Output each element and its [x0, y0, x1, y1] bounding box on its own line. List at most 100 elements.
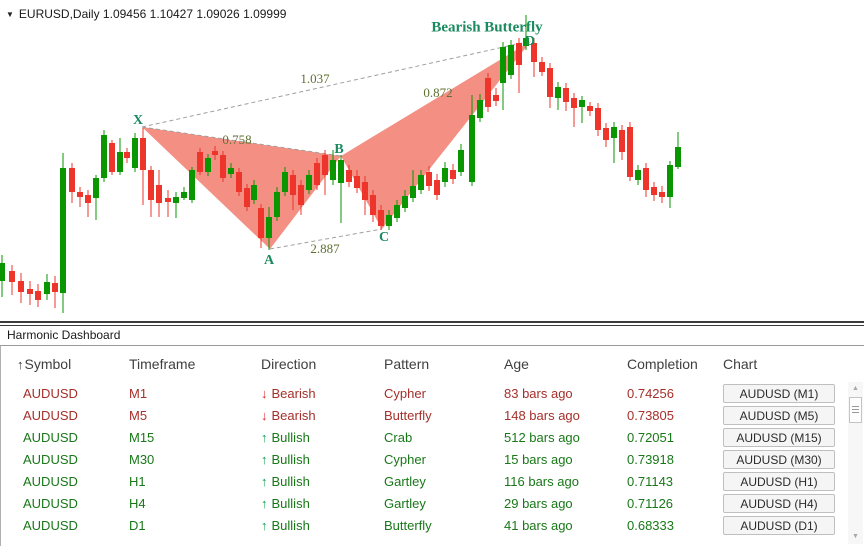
- candle-body: [85, 195, 91, 203]
- cell-timeframe: M5: [129, 407, 148, 423]
- candle-body: [346, 170, 352, 182]
- candle-body: [500, 47, 506, 83]
- candle-body: [547, 68, 553, 97]
- open-chart-button[interactable]: AUDUSD (M1): [723, 383, 835, 403]
- candle-body: [52, 283, 58, 292]
- candle-body: [148, 170, 154, 200]
- candle-body: [643, 168, 649, 190]
- cell-chart: AUDUSD (H4): [723, 493, 864, 513]
- open-chart-button[interactable]: AUDUSD (M30): [723, 449, 835, 469]
- candle-body: [563, 88, 569, 102]
- cell-age: 83 bars ago: [504, 385, 573, 401]
- candle-body: [27, 289, 33, 294]
- candle-body: [394, 205, 400, 218]
- candle-body: [485, 78, 491, 107]
- candle-body: [140, 138, 146, 170]
- sort-ascending-icon: ↑: [17, 356, 24, 372]
- candle-body: [109, 143, 115, 172]
- candle-body: [117, 152, 123, 172]
- candle-body: [595, 108, 601, 130]
- column-header-age[interactable]: Age: [504, 356, 529, 372]
- candle-body: [205, 158, 211, 172]
- open-chart-button[interactable]: AUDUSD (M5): [723, 405, 835, 425]
- vertical-scrollbar[interactable]: ▲ ▼: [848, 382, 863, 544]
- cell-direction: ↑ Bullish: [261, 451, 310, 467]
- candle-body: [101, 135, 107, 178]
- candle-body: [228, 168, 234, 174]
- cell-completion: 0.74256: [627, 385, 674, 401]
- cell-completion: 0.71143: [627, 473, 674, 489]
- candle-body: [69, 168, 75, 192]
- cell-pattern: Cypher: [384, 451, 426, 467]
- open-chart-button[interactable]: AUDUSD (H4): [723, 493, 835, 513]
- candle-body: [362, 182, 368, 200]
- scroll-up-icon[interactable]: ▲: [852, 385, 859, 392]
- column-header-direction[interactable]: Direction: [261, 356, 317, 372]
- pattern-dashed-line: [141, 40, 532, 128]
- candle-body: [197, 152, 203, 172]
- candle-body: [93, 178, 99, 198]
- candle-body: [619, 130, 625, 152]
- candle-body: [516, 43, 522, 65]
- symbol-dropdown-icon[interactable]: ▼: [6, 9, 14, 19]
- arrow-up-icon: ↑: [261, 473, 268, 489]
- candle-body: [282, 172, 288, 192]
- table-row: AUDUSD M5 ↓ Bearish Butterfly 148 bars ago 0.7…: [1, 404, 864, 426]
- candle-body: [298, 185, 304, 205]
- candle-body: [477, 100, 483, 118]
- table-row: AUDUSD M30 ↑ Bullish Cypher 15 bars ago 0.7391…: [1, 448, 864, 470]
- column-header-timeframe[interactable]: Timeframe: [129, 356, 196, 372]
- cell-pattern: Butterfly: [384, 407, 432, 423]
- cell-pattern: Gartley: [384, 473, 426, 489]
- candle-body: [266, 217, 272, 238]
- cell-timeframe: M1: [129, 385, 148, 401]
- candle-body: [251, 185, 257, 200]
- column-header-completion[interactable]: Completion: [627, 356, 698, 372]
- chart-title-text: EURUSD,Daily 1.09456 1.10427 1.09026 1.0…: [18, 7, 287, 21]
- candle-body: [60, 168, 66, 293]
- candle-body: [132, 138, 138, 168]
- arrow-up-icon: ↑: [261, 495, 268, 511]
- candle-body: [306, 175, 312, 190]
- column-header-chart[interactable]: Chart: [723, 356, 758, 372]
- cell-completion: 0.72051: [627, 429, 674, 445]
- column-header-pattern[interactable]: Pattern: [384, 356, 430, 372]
- open-chart-button[interactable]: AUDUSD (M15): [723, 427, 835, 447]
- candle-body: [181, 192, 187, 198]
- candle-body: [0, 263, 5, 281]
- candle-body: [386, 215, 392, 226]
- candle-body: [212, 151, 218, 155]
- candle-body: [44, 282, 50, 294]
- cell-completion: 0.73918: [627, 451, 674, 467]
- candle-body: [469, 115, 475, 182]
- arrow-up-icon: ↑: [261, 517, 268, 533]
- panel-divider: [0, 321, 864, 326]
- cell-direction: ↓ Bearish: [261, 407, 316, 423]
- open-chart-button[interactable]: AUDUSD (H1): [723, 471, 835, 491]
- cell-timeframe: M15: [129, 429, 155, 445]
- cell-direction: ↑ Bullish: [261, 429, 310, 445]
- cell-chart: AUDUSD (M15): [723, 427, 864, 447]
- table-row: AUDUSD H1 ↑ Bullish Gartley 116 bars ago 0.711…: [1, 470, 864, 492]
- scrollbar-thumb[interactable]: [849, 397, 862, 423]
- candle-body: [434, 180, 440, 195]
- candle-body: [458, 150, 464, 172]
- column-header-symbol[interactable]: ↑ Symbol: [17, 356, 72, 372]
- cell-symbol: AUDUSD: [23, 517, 78, 533]
- scroll-down-icon[interactable]: ▼: [852, 533, 859, 540]
- candle-body: [220, 155, 226, 178]
- candle-body: [314, 163, 320, 185]
- candle-body: [539, 62, 545, 72]
- scrollbar-grip-icon: [852, 405, 859, 415]
- dashboard-title: Harmonic Dashboard: [7, 328, 121, 342]
- candle-body: [330, 160, 336, 180]
- cell-completion: 0.68333: [627, 517, 674, 533]
- arrow-down-icon: ↓: [261, 407, 268, 423]
- candle-body: [410, 186, 416, 198]
- candlestick-chart: [0, 15, 681, 313]
- open-chart-button[interactable]: AUDUSD (D1): [723, 515, 835, 535]
- dashboard-table: ↑ Symbol Timeframe Direction Pattern Age…: [0, 345, 864, 546]
- candle-body: [603, 128, 609, 140]
- cell-age: 15 bars ago: [504, 451, 573, 467]
- arrow-down-icon: ↓: [261, 385, 268, 401]
